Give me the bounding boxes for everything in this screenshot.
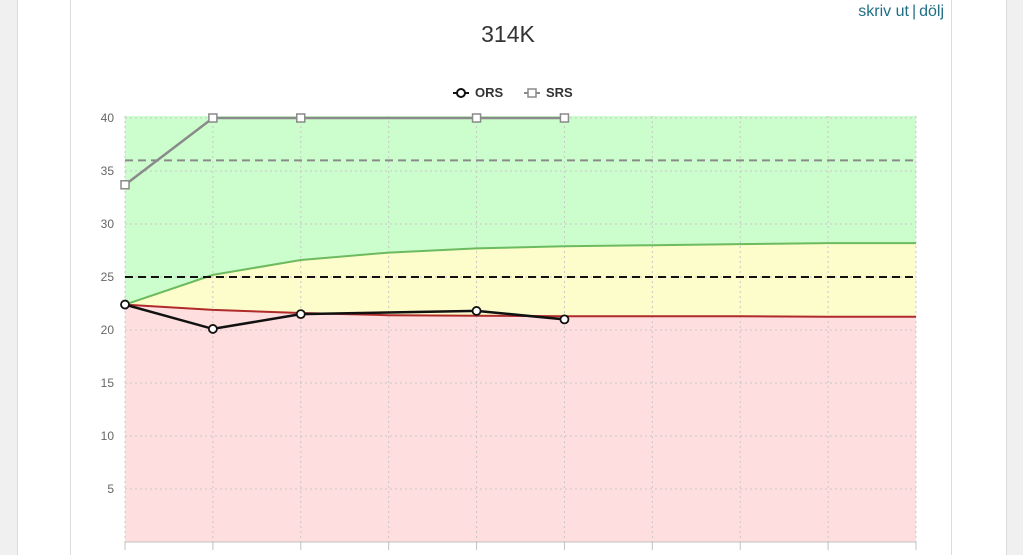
y-tick-label: 5 [107, 482, 114, 496]
top-links: skriv ut | dölj [858, 3, 944, 21]
point-ors [295, 309, 306, 320]
legend-srs-label: SRS [546, 85, 573, 100]
y-tick-label: 10 [101, 429, 115, 443]
point-ors [120, 299, 130, 310]
upper-expected-curve [124, 242, 916, 306]
y-tick-label: 35 [101, 164, 115, 178]
y-tick-label: 20 [101, 323, 115, 337]
zone-red [125, 304, 916, 542]
chart-title: 314K [481, 21, 535, 47]
legend-ors-marker [456, 88, 466, 98]
point-srs [120, 180, 130, 190]
y-axis: 5 10 15 20 25 30 35 40 [101, 111, 115, 496]
grid [124, 116, 917, 543]
point-ors [559, 314, 570, 325]
series [120, 113, 570, 334]
zone-yellow [125, 243, 916, 317]
hide-link[interactable]: dölj [919, 3, 944, 20]
x-axis [124, 542, 917, 550]
legend-ors-label: ORS [475, 85, 504, 100]
y-tick-label: 25 [101, 270, 115, 284]
print-link[interactable]: skriv ut [858, 3, 909, 20]
point-srs [208, 113, 218, 123]
legend-srs-marker [527, 88, 537, 98]
reference-lines [125, 159, 916, 278]
legend-item-ors[interactable]: ORS [453, 85, 504, 100]
legend[interactable]: ORS SRS [453, 85, 573, 100]
y-tick-label: 40 [101, 111, 115, 125]
point-ors [207, 324, 218, 334]
y-tick-label: 30 [101, 217, 115, 231]
point-srs [471, 113, 482, 123]
zone-bands [125, 116, 916, 542]
point-ors [471, 306, 482, 316]
point-srs [296, 113, 306, 123]
link-separator: | [911, 3, 917, 20]
point-srs [559, 113, 570, 123]
y-tick-label: 15 [101, 376, 115, 390]
legend-item-srs[interactable]: SRS [524, 85, 573, 100]
